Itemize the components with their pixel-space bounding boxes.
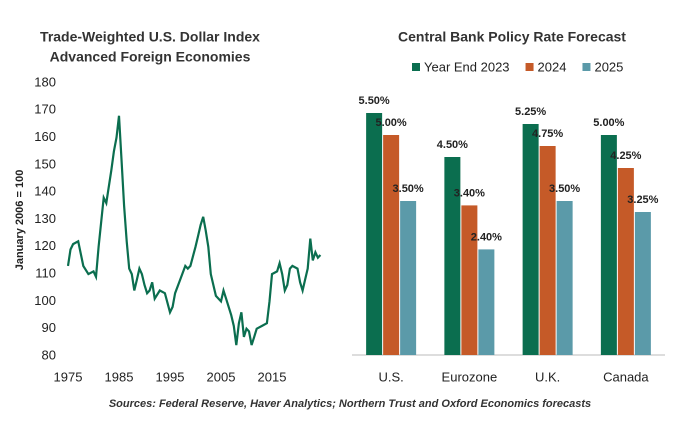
legend-swatch xyxy=(582,63,591,71)
x-tick-label: 1995 xyxy=(156,369,185,384)
legend-swatch xyxy=(412,63,420,71)
x-tick-label: 1975 xyxy=(54,369,83,384)
y-axis-label: January 2006 = 100 xyxy=(14,170,26,271)
legend-label: Year End 2023 xyxy=(424,59,510,74)
x-tick-label: 1985 xyxy=(105,369,134,384)
y-tick-label: 140 xyxy=(34,184,56,199)
data-label: 2.40% xyxy=(471,231,502,243)
bar xyxy=(522,124,539,355)
data-label: 3.50% xyxy=(549,183,580,195)
chart-title: Trade-Weighted U.S. Dollar Index xyxy=(40,29,260,45)
legend-label: 2024 xyxy=(538,59,567,74)
chart-subtitle: Advanced Foreign Economies xyxy=(50,49,251,65)
data-label: 5.50% xyxy=(359,95,390,107)
bar xyxy=(617,168,634,355)
bar xyxy=(478,249,495,355)
bar xyxy=(600,135,617,355)
legend-swatch xyxy=(525,63,534,71)
data-label: 4.25% xyxy=(610,150,641,162)
x-tick-label: 2005 xyxy=(207,369,236,384)
y-tick-label: 180 xyxy=(34,74,56,89)
data-label: 3.40% xyxy=(454,187,485,199)
x-tick-label: U.S. xyxy=(378,369,403,384)
data-label: 4.50% xyxy=(437,139,468,151)
y-tick-label: 80 xyxy=(42,347,56,362)
data-label: 4.75% xyxy=(532,128,563,140)
y-tick-label: 120 xyxy=(34,238,56,253)
line xyxy=(66,115,322,346)
data-label: 5.00% xyxy=(593,117,624,129)
source-note: Sources: Federal Reserve, Haver Analytic… xyxy=(109,398,591,410)
y-tick-label: 90 xyxy=(42,320,56,335)
data-label: 5.25% xyxy=(515,106,546,118)
y-tick-label: 130 xyxy=(34,211,56,226)
bar xyxy=(383,135,400,355)
chart-title: Central Bank Policy Rate Forecast xyxy=(398,29,626,45)
y-tick-label: 110 xyxy=(35,266,56,281)
y-tick-label: 100 xyxy=(34,293,56,308)
bar xyxy=(400,201,417,355)
y-tick-label: 170 xyxy=(34,102,56,117)
y-tick-label: 160 xyxy=(34,129,56,144)
x-tick-label: 2015 xyxy=(258,369,287,384)
bar xyxy=(634,212,651,355)
data-label: 3.25% xyxy=(627,194,658,206)
legend-label: 2025 xyxy=(594,59,623,74)
data-label: 5.00% xyxy=(376,117,407,129)
x-tick-label: U.K. xyxy=(535,369,560,384)
bar xyxy=(461,205,478,355)
bar xyxy=(444,157,461,355)
bar xyxy=(556,201,573,355)
x-tick-label: Canada xyxy=(603,369,649,384)
bar xyxy=(539,146,556,355)
y-tick-label: 150 xyxy=(34,156,56,171)
x-tick-label: Eurozone xyxy=(442,369,498,384)
data-label: 3.50% xyxy=(393,183,424,195)
bar xyxy=(366,113,383,355)
